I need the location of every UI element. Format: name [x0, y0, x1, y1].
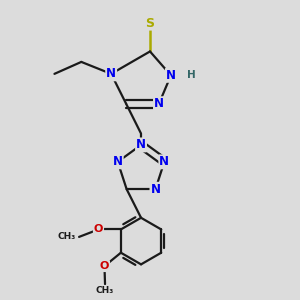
Text: CH₃: CH₃	[96, 286, 114, 295]
Text: CH₃: CH₃	[58, 232, 76, 242]
Text: N: N	[166, 69, 176, 82]
Text: N: N	[150, 183, 161, 196]
Text: N: N	[136, 138, 146, 152]
Text: O: O	[94, 224, 103, 234]
Text: N: N	[106, 68, 116, 80]
Text: N: N	[113, 155, 123, 168]
Text: N: N	[154, 97, 164, 110]
Text: H: H	[188, 70, 196, 80]
Text: S: S	[146, 16, 154, 30]
Text: O: O	[100, 261, 109, 271]
Text: N: N	[159, 155, 169, 168]
